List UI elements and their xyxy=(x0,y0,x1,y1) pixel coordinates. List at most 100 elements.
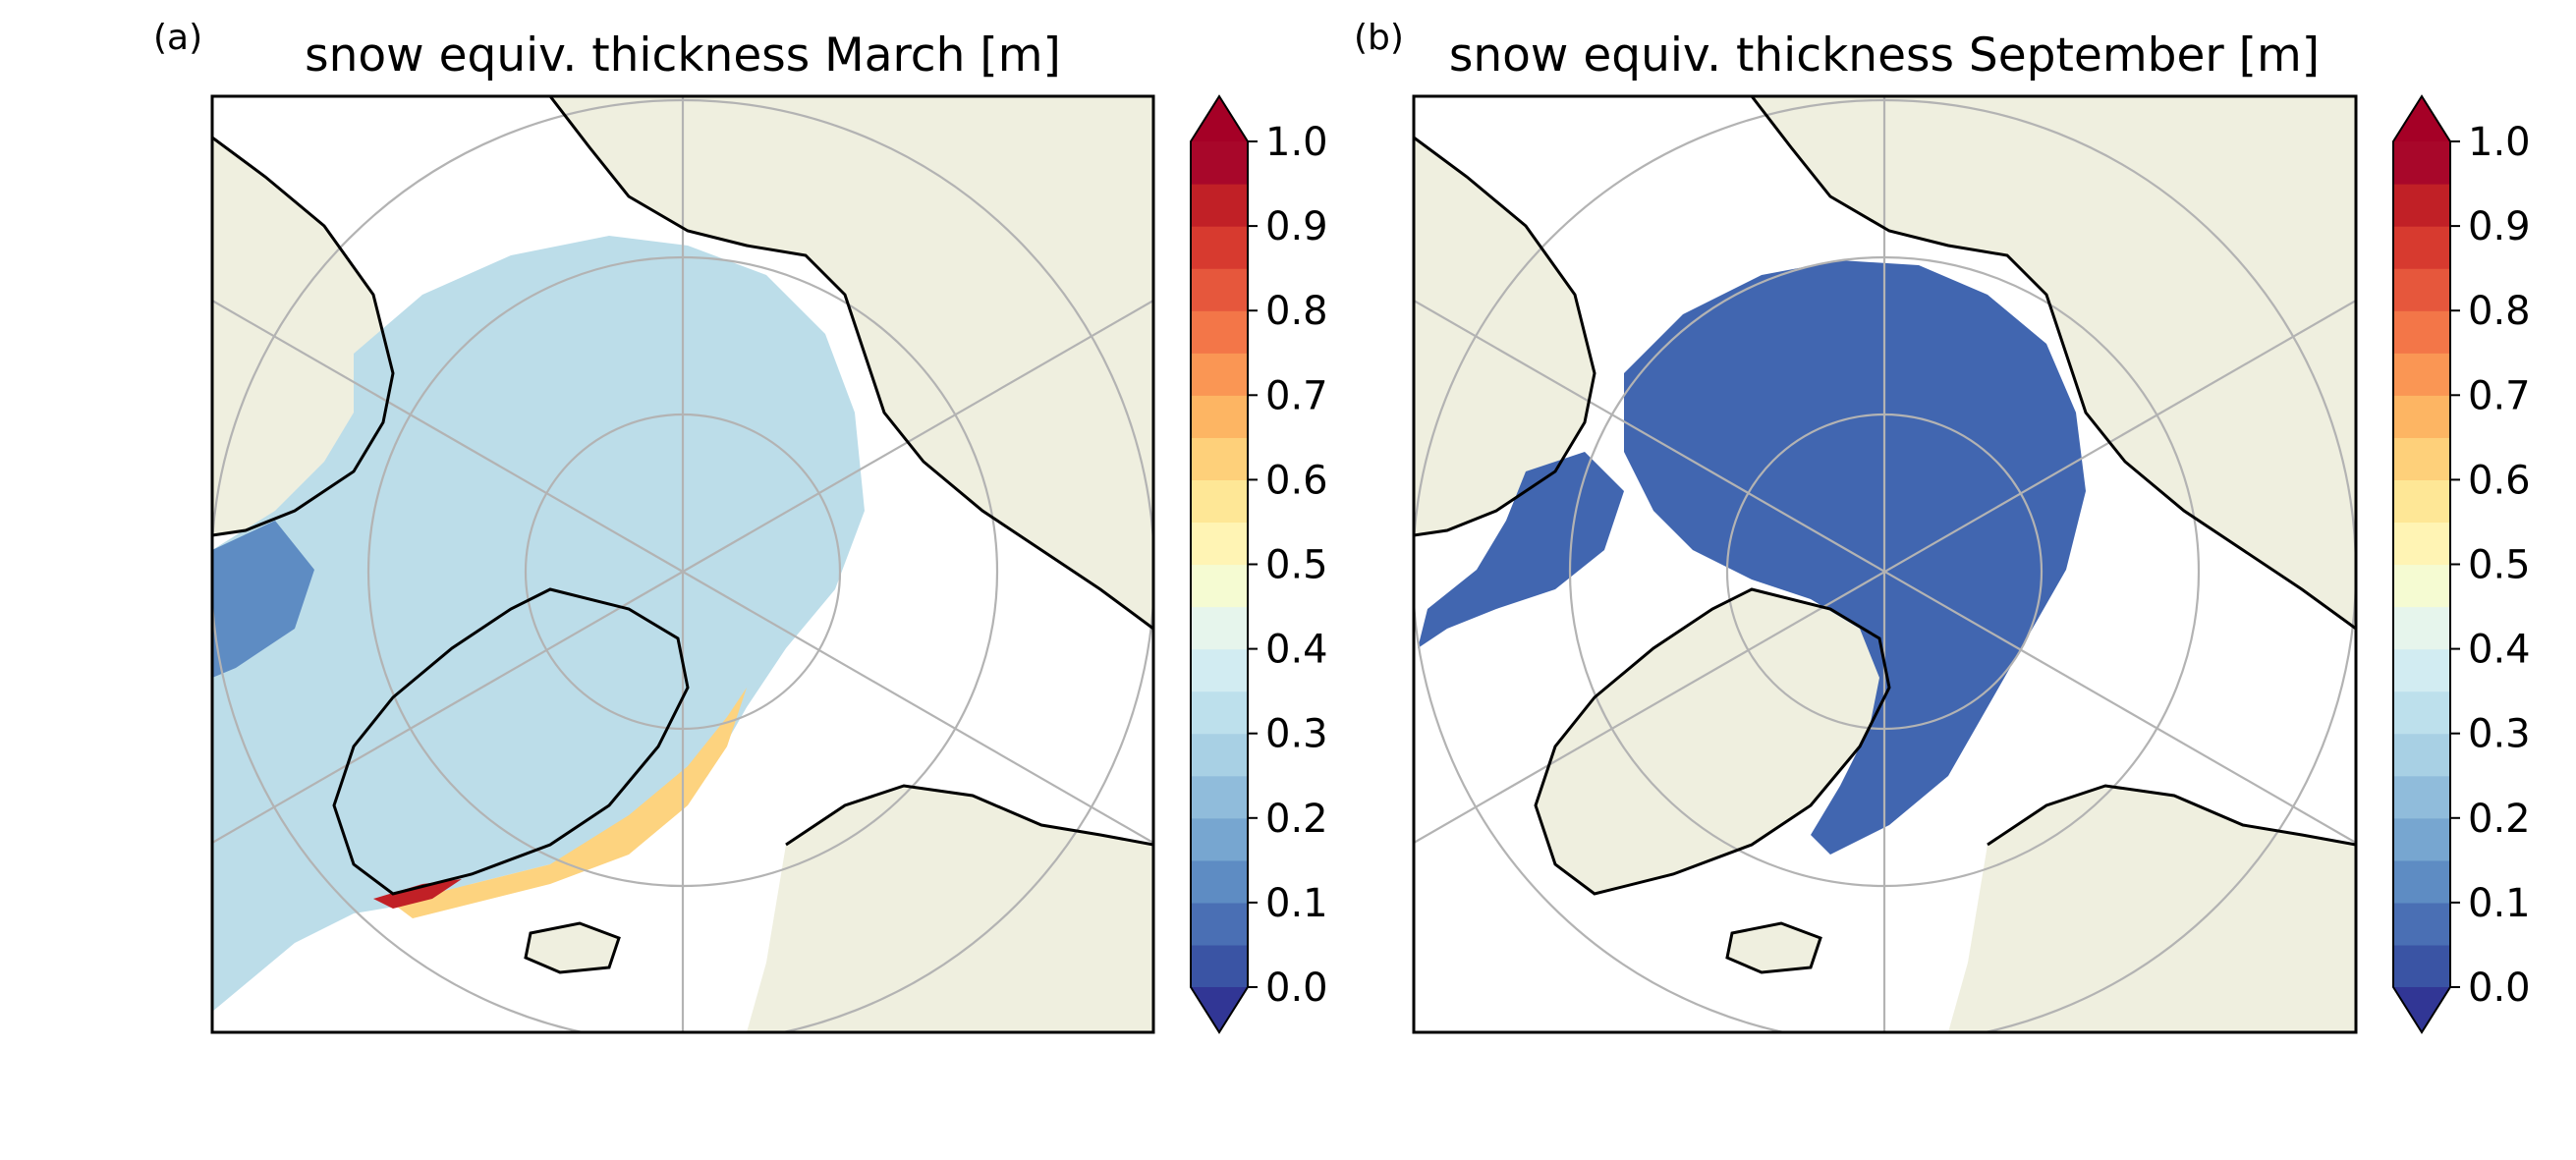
colorbar-march: 0.0 0.1 0.2 0.3 0.4 0.5 0.6 0.7 0.8 0.9 1.0 xyxy=(1190,94,1328,1034)
coastline-greenland xyxy=(1534,587,1891,896)
colorbar-segment xyxy=(1191,944,1248,988)
colorbar-segment xyxy=(2393,395,2450,438)
land-iceland xyxy=(1727,923,1820,972)
colorbar-tick-label: 0.4 xyxy=(1265,628,1328,673)
colorbar-segment xyxy=(1191,268,1248,311)
colorbar-tick-label: 0.0 xyxy=(1265,966,1328,1011)
map-frame-september xyxy=(1412,94,2358,1034)
colorbar-tick-label: 0.0 xyxy=(2468,966,2531,1011)
land-iceland xyxy=(526,923,619,972)
colorbar-segment xyxy=(2393,859,2450,904)
colorbar-segment xyxy=(2393,606,2450,650)
land-eurasia-top xyxy=(212,96,1153,629)
ice-hotspot xyxy=(373,879,462,909)
land-greenland xyxy=(1536,589,1889,894)
colorbar-segment xyxy=(1191,564,1248,608)
colorbar-segment xyxy=(1191,310,1248,354)
colorbar-segment xyxy=(1191,859,1248,904)
colorbar-tick-label: 0.3 xyxy=(2468,712,2531,757)
colorbar-segment xyxy=(2393,775,2450,819)
colorbar-segment xyxy=(2393,944,2450,988)
colorbar-segment xyxy=(1191,395,1248,438)
colorbar-tick-label: 0.1 xyxy=(2468,881,2531,926)
colorbar-september: 0.0 0.1 0.2 0.3 0.4 0.5 0.6 0.7 0.8 0.9 1.0 xyxy=(2392,94,2531,1034)
colorbar-segment xyxy=(2393,902,2450,946)
coastline-greenland xyxy=(332,587,690,896)
colorbar-extend-over xyxy=(1191,96,1248,141)
colorbar-segment xyxy=(2393,522,2450,566)
colorbar-segment xyxy=(1191,184,1248,227)
coastlines xyxy=(1414,96,2356,974)
ice-field xyxy=(212,236,865,1012)
colorbar-segment xyxy=(1191,733,1248,777)
colorbar-tick-label: 0.7 xyxy=(2468,373,2531,418)
colorbar-tick-label: 0.5 xyxy=(1265,543,1328,588)
colorbar-segment xyxy=(1191,353,1248,396)
ice-field xyxy=(1418,260,2086,855)
land-mass-group xyxy=(1414,96,2356,1032)
colorbar-tick-label: 0.3 xyxy=(1265,712,1328,757)
colorbar-tick-label: 0.5 xyxy=(2468,543,2531,588)
panel-letter-a: (a) xyxy=(153,18,202,58)
coastline-north-america xyxy=(1414,136,1596,537)
colorbar-tick-label: 0.2 xyxy=(2468,797,2531,842)
colorbar-segment xyxy=(2393,141,2450,185)
map-september xyxy=(1414,96,2356,1032)
graticule-meridian-120 xyxy=(1414,300,2356,844)
colorbar-segment xyxy=(2393,817,2450,861)
coastline-iceland xyxy=(1725,921,1822,974)
colorbar-segment xyxy=(2393,479,2450,524)
colorbar-segment xyxy=(2393,690,2450,735)
coastline-north-america xyxy=(212,136,395,537)
colorbar-segment xyxy=(1191,437,1248,480)
panel-letter-b: (b) xyxy=(1354,18,1404,58)
ice-canadian-archipelago xyxy=(1418,452,1624,648)
colorbar-tick-label: 1.0 xyxy=(2468,120,2531,165)
ice-arctic-basin xyxy=(1624,260,2086,855)
land-north-america xyxy=(1414,138,1595,535)
map-frame-march xyxy=(210,94,1155,1034)
colorbar-segment xyxy=(1191,690,1248,735)
land-eurasia-top xyxy=(1414,96,2356,629)
colorbar-segment xyxy=(1191,775,1248,819)
colorbar-segment xyxy=(1191,226,1248,269)
colorbar-tick-label: 0.9 xyxy=(1265,204,1328,249)
colorbar-segment xyxy=(1191,141,1248,185)
graticule xyxy=(212,96,1153,1032)
colorbar-tick-label: 0.4 xyxy=(2468,628,2531,673)
coastline-europe xyxy=(1987,784,2356,847)
colorbar-tick-label: 0.6 xyxy=(1265,458,1328,503)
colorbar-segment xyxy=(2393,437,2450,480)
colorbar-segment xyxy=(1191,522,1248,566)
map-march xyxy=(212,96,1153,1032)
graticule xyxy=(1414,96,2356,1032)
colorbar-segment xyxy=(1191,606,1248,650)
colorbar-segment xyxy=(1191,817,1248,861)
colorbar-tick-label: 0.8 xyxy=(1265,289,1328,334)
colorbar-tick-label: 0.8 xyxy=(2468,289,2531,334)
colorbar-extend-under xyxy=(1191,987,1248,1032)
colorbar-segment xyxy=(2393,226,2450,269)
panel-march: (a) snow equiv. thickness March [m] xyxy=(153,18,1328,1034)
panel-september: (b) snow equiv. thickness September [m] xyxy=(1354,18,2531,1034)
land-europe xyxy=(1948,786,2356,1032)
coastline-europe xyxy=(785,784,1153,847)
panel-title-september: snow equiv. thickness September [m] xyxy=(1449,28,2320,83)
colorbar-tick-label: 0.2 xyxy=(1265,797,1328,842)
colorbar-segment xyxy=(2393,268,2450,311)
colorbar-segment xyxy=(2393,648,2450,692)
colorbar-segment xyxy=(1191,479,1248,524)
graticule-meridian-120 xyxy=(212,300,1153,844)
colorbar-extend-under xyxy=(2393,987,2450,1032)
colorbar-segment xyxy=(2393,733,2450,777)
coastline-eurasia xyxy=(548,96,1153,631)
coastlines xyxy=(212,96,1153,974)
colorbar-segment xyxy=(1191,902,1248,946)
panel-title-march: snow equiv. thickness March [m] xyxy=(305,28,1061,83)
colorbar-tick-label: 1.0 xyxy=(1265,120,1328,165)
colorbar-tick-label: 0.1 xyxy=(1265,881,1328,926)
colorbar-segment xyxy=(1191,648,1248,692)
colorbar-segment xyxy=(2393,184,2450,227)
colorbar-segment xyxy=(2393,353,2450,396)
ice-hudson xyxy=(212,521,314,678)
